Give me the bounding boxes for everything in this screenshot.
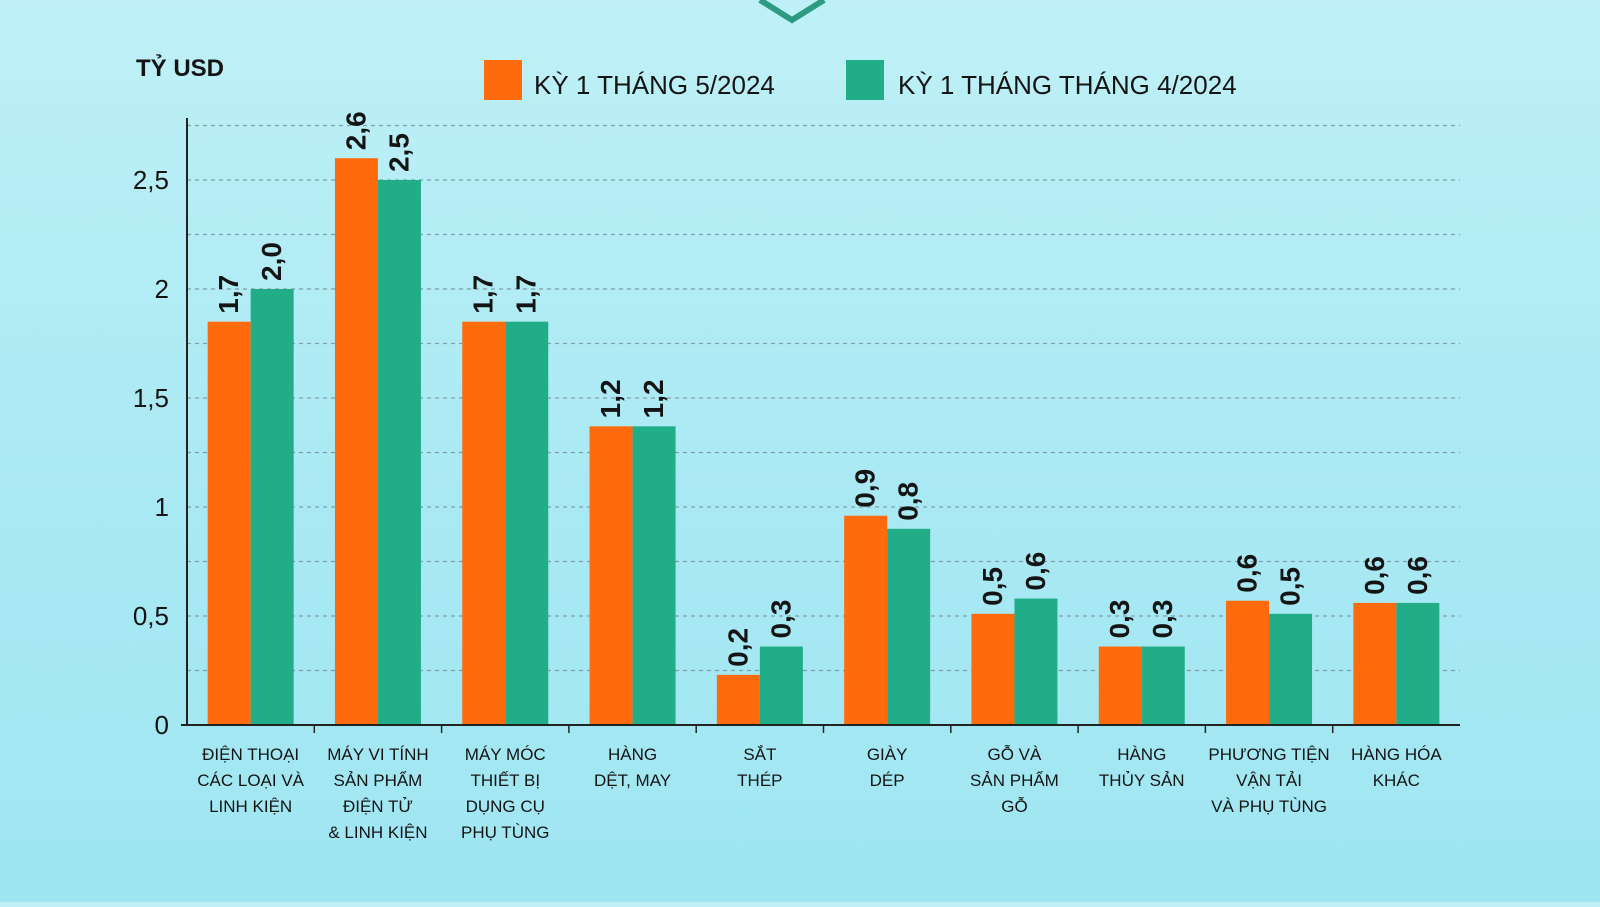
x-tick-label: HÀNG DỆT, MAY <box>594 745 671 790</box>
data-label: 1,2 <box>595 379 626 418</box>
bar-2-8 <box>1141 646 1185 725</box>
chevron-down-icon <box>758 0 826 24</box>
bar-1-6 <box>844 515 888 725</box>
x-tick-label: PHƯƠNG TIỆN VẬN TẢI VÀ PHỤ TÙNG <box>1208 745 1329 816</box>
data-label: 0,6 <box>1020 552 1051 591</box>
y-axis-label: TỶ USD <box>136 53 224 82</box>
bar-2-4 <box>632 426 676 725</box>
legend: KỲ 1 THÁNG 5/2024 KỲ 1 THÁNG THÁNG 4/202… <box>484 60 1237 100</box>
x-tick-label: MÁY MÓC THIẾT BỊ DỤNG CỤ PHỤ TÙNG <box>461 745 549 842</box>
bar-1-10 <box>1353 602 1397 725</box>
bar-1-7 <box>971 613 1015 725</box>
data-label: 1,7 <box>468 275 499 314</box>
data-label: 0,3 <box>765 600 796 639</box>
x-tick-label: ĐIỆN THOẠI CÁC LOẠI VÀ LINH KIỆN <box>197 745 304 816</box>
data-label: 0,2 <box>722 628 753 667</box>
y-tick-label: 2 <box>155 274 169 304</box>
bar-2-9 <box>1269 613 1313 725</box>
x-tick-label: HÀNG HÓA KHÁC <box>1351 745 1442 790</box>
data-label: 2,6 <box>340 111 371 150</box>
data-label: 0,8 <box>893 482 924 521</box>
x-tick-label: HÀNG THỦY SẢN <box>1099 745 1185 790</box>
bar-2-1 <box>250 289 294 725</box>
y-tick-label: 0,5 <box>133 601 169 631</box>
bar-1-4 <box>589 426 633 725</box>
data-label: 0,5 <box>1275 567 1306 606</box>
bars <box>207 158 1440 725</box>
x-tick-label: GỖ VÀ SẢN PHẨM GỖ <box>970 745 1059 816</box>
y-tick-label: 1,5 <box>133 383 169 413</box>
data-label: 1,7 <box>511 275 542 314</box>
bar-2-2 <box>377 180 421 725</box>
bar-1-1 <box>207 321 251 725</box>
data-label: 0,6 <box>1359 556 1390 595</box>
legend-swatch-series-2 <box>846 60 884 100</box>
data-label: 0,5 <box>977 567 1008 606</box>
x-tick-label: GIÀY DÉP <box>867 745 908 790</box>
legend-label-series-2: KỲ 1 THÁNG THÁNG 4/2024 <box>898 70 1237 100</box>
data-label: 0,3 <box>1147 600 1178 639</box>
bar-1-5 <box>716 674 760 725</box>
data-label: 0,6 <box>1402 556 1433 595</box>
data-label: 0,6 <box>1232 554 1263 593</box>
data-label: 0,3 <box>1104 600 1135 639</box>
y-tick-label: 0 <box>155 710 169 740</box>
x-axis-tick-labels: ĐIỆN THOẠI CÁC LOẠI VÀ LINH KIỆN MÁY VI TÍN… <box>197 745 1442 842</box>
bar-1-9 <box>1226 600 1270 725</box>
axes: 0 0,5 1 1,5 2 2,5 <box>133 118 1460 740</box>
bar-1-8 <box>1098 646 1142 725</box>
bar-2-7 <box>1014 598 1058 725</box>
bar-2-3 <box>505 321 549 725</box>
bar-1-3 <box>462 321 506 725</box>
data-label: 2,0 <box>256 242 287 281</box>
legend-swatch-series-1 <box>484 60 522 100</box>
bar-1-2 <box>334 158 378 725</box>
data-label: 2,5 <box>383 133 414 172</box>
bar-2-6 <box>887 528 931 725</box>
data-label: 1,7 <box>213 275 244 314</box>
y-tick-label: 2,5 <box>133 165 169 195</box>
legend-label-series-1: KỲ 1 THÁNG 5/2024 <box>534 70 775 100</box>
bar-2-5 <box>759 646 803 725</box>
y-tick-label: 1 <box>155 492 169 522</box>
data-labels: 1,7 2,0 2,6 2,5 1,7 1,7 1,2 1,2 0,2 0,3 0,9 0,8 0,5 0… <box>213 111 1433 667</box>
bar-2-10 <box>1396 602 1440 725</box>
data-label: 0,9 <box>850 469 881 508</box>
data-label: 1,2 <box>638 379 669 418</box>
x-tick-label: MÁY VI TÍNH SẢN PHẨM ĐIỆN TỬ & LINH KIỆN <box>327 745 428 842</box>
x-tick-label: SẮT THÉP <box>737 745 782 790</box>
